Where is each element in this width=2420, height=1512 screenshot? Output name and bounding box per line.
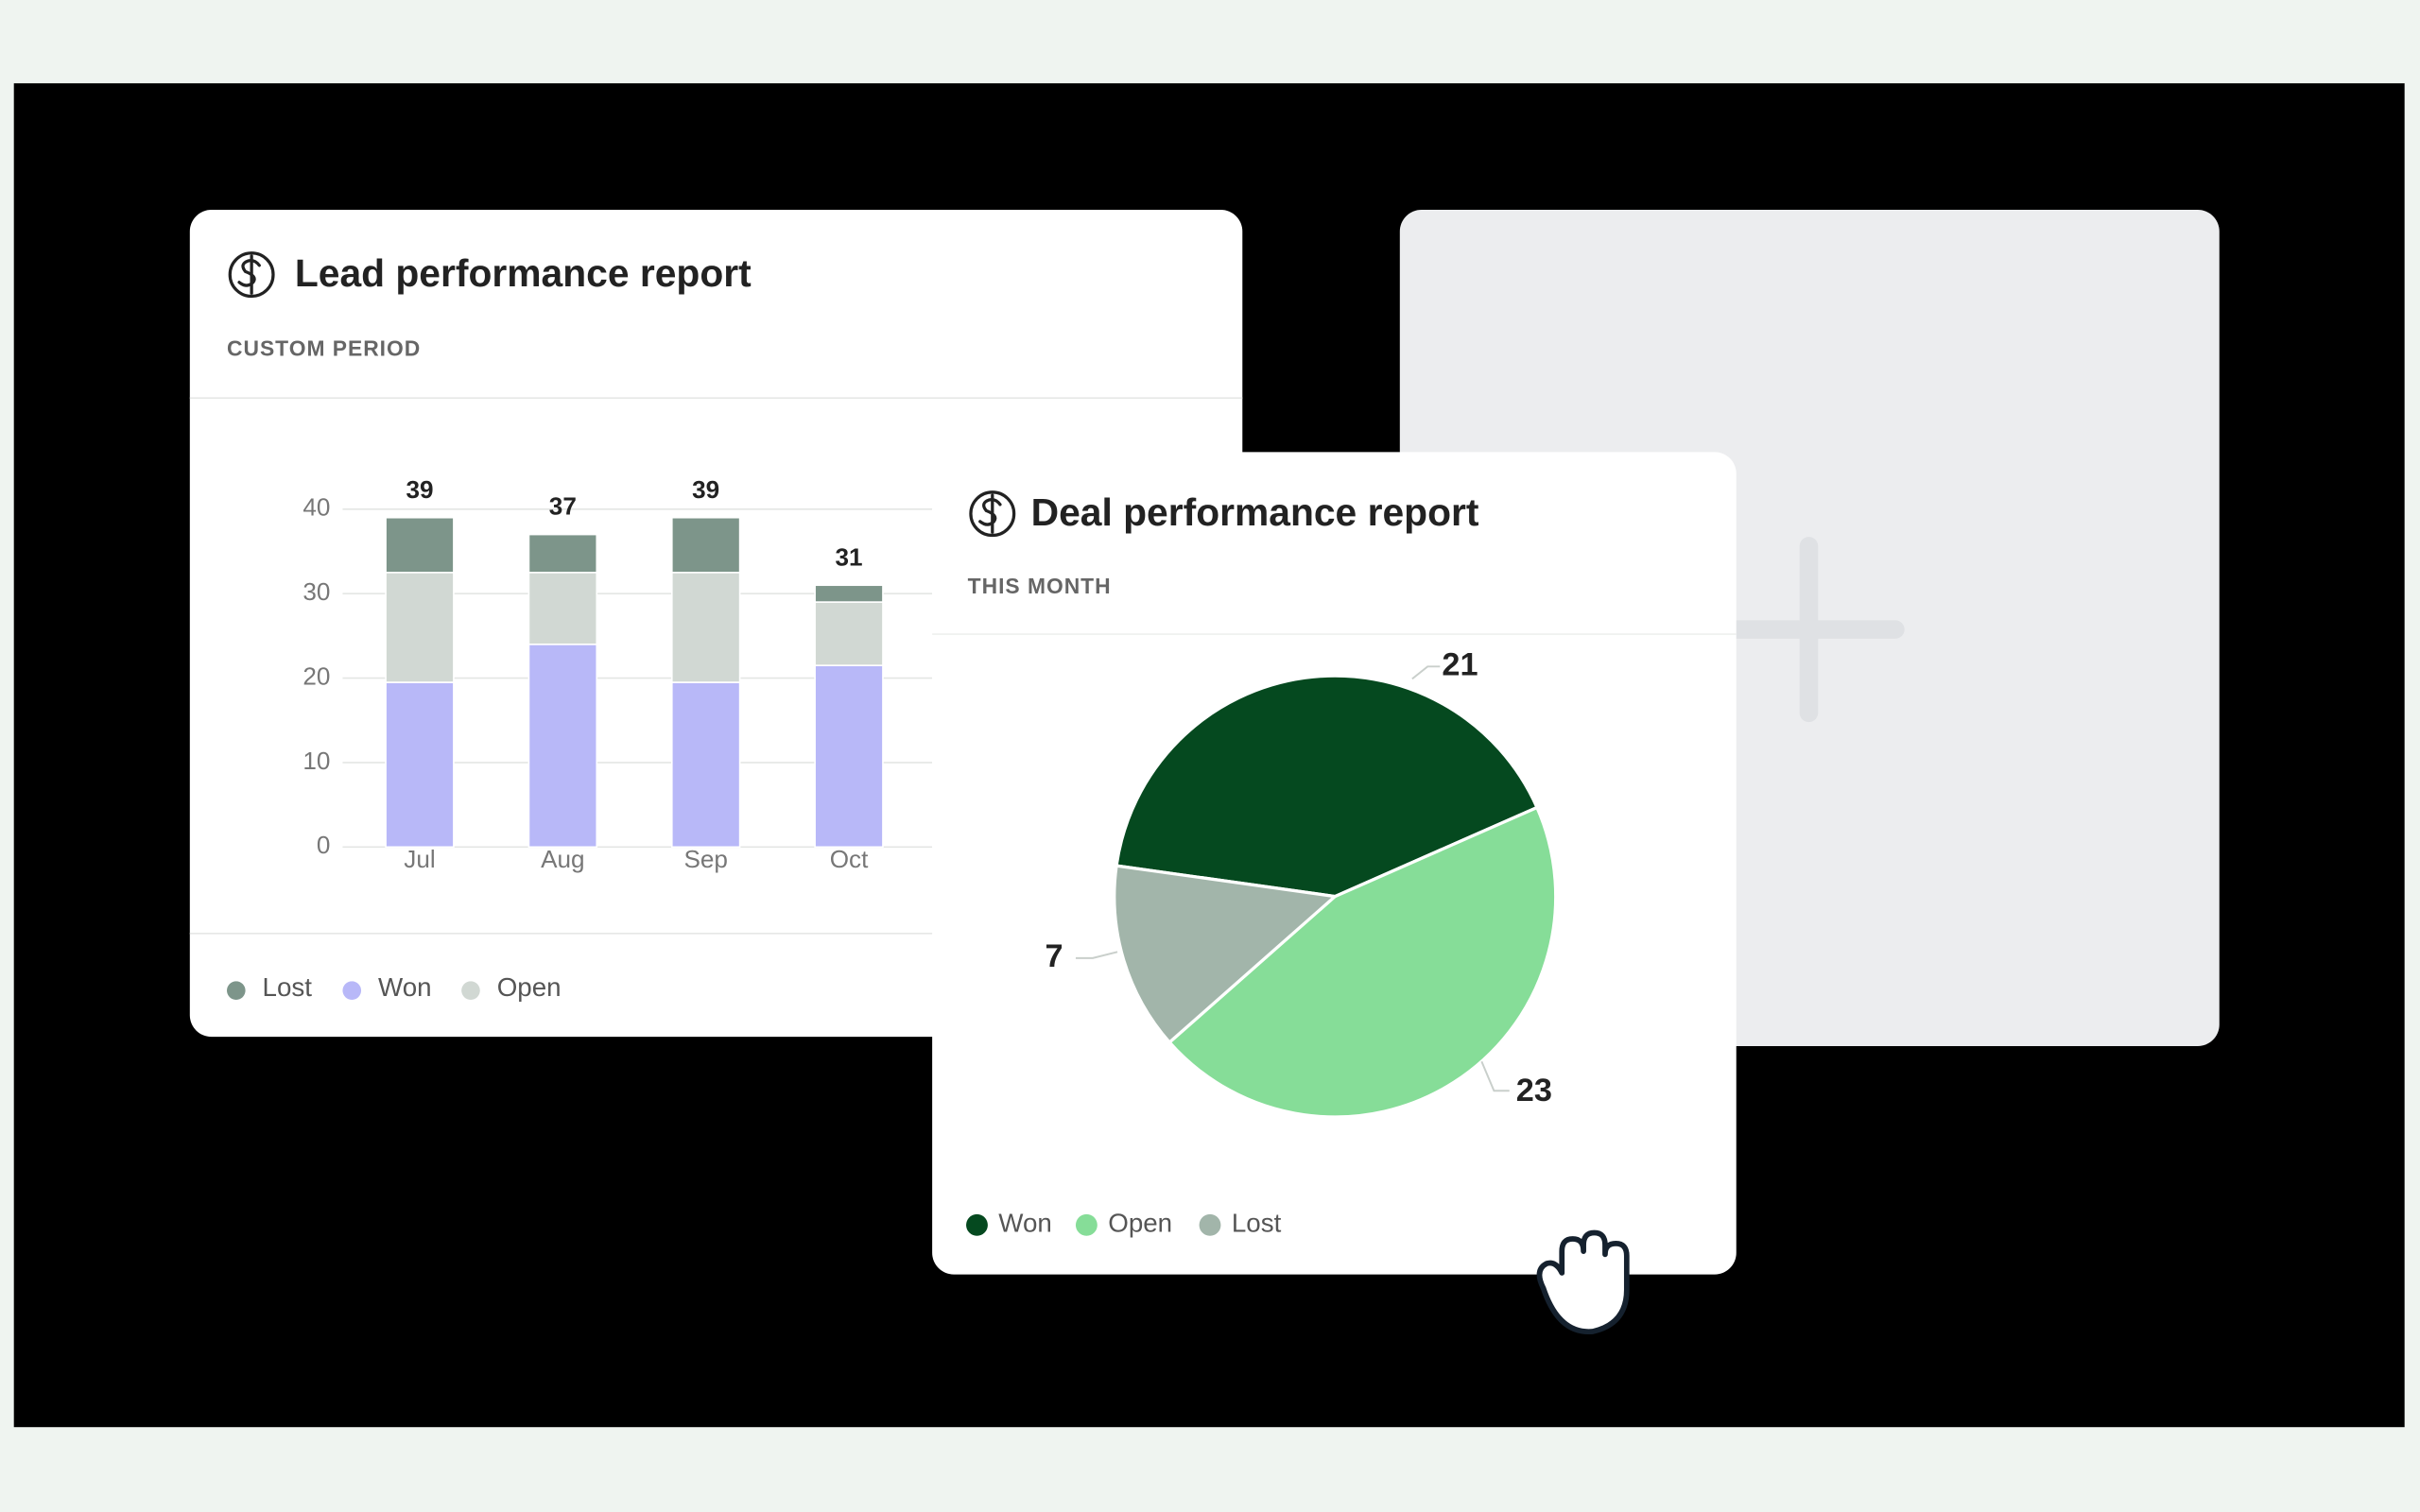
card-subtitle: THIS MONTH (968, 574, 1112, 598)
bar-segment (670, 572, 741, 683)
x-tick-label: Jul (404, 845, 435, 873)
total-label: 39 (692, 475, 719, 504)
slice-label: 7 (1046, 938, 1063, 974)
bar-segment (814, 664, 884, 849)
legend-dot (342, 981, 362, 1000)
bar-segment (670, 681, 741, 849)
bar-segment (385, 572, 455, 683)
legend-dot (227, 981, 246, 1000)
y-tick-label: 10 (302, 747, 330, 775)
bar-segment (814, 601, 884, 666)
bar-segment (814, 584, 884, 603)
leader-line (1480, 1060, 1510, 1092)
card-subtitle: CUSTOM PERIOD (227, 336, 421, 361)
x-tick-label: Aug (541, 845, 584, 873)
leader-line (1075, 951, 1118, 959)
pie-slice (1167, 805, 1558, 1119)
legend-label: Won (378, 972, 432, 1002)
pie-slice (1113, 864, 1339, 1045)
total-label: 31 (836, 542, 863, 571)
bar-segment (527, 643, 598, 849)
legend-label: Open (497, 972, 562, 1002)
card-title: Deal performance report (1031, 490, 1479, 534)
x-tick-label: Sep (683, 845, 727, 873)
x-tick-label: Oct (830, 845, 869, 873)
y-tick-label: 20 (302, 662, 330, 690)
legend-dot (461, 981, 480, 1000)
leader-line (1411, 665, 1441, 680)
y-tick-label: 0 (317, 831, 331, 859)
total-label: 37 (549, 492, 577, 521)
hand-cursor (1536, 1229, 1630, 1334)
bar-segment (527, 572, 598, 645)
y-tick-label: 30 (302, 577, 330, 606)
legend-dot (1075, 1213, 1098, 1236)
total-label: 39 (406, 475, 433, 504)
legend-dot (1199, 1213, 1221, 1236)
pie-slice (1115, 674, 1540, 899)
bar-segment (670, 516, 741, 574)
dollar-icon (228, 251, 275, 299)
bar-segment (385, 681, 455, 849)
legend-label: Lost (1232, 1209, 1282, 1238)
bar-segment (527, 533, 598, 574)
legend-label: Lost (263, 972, 313, 1002)
slice-label: 21 (1442, 646, 1478, 682)
card-title: Lead performance report (295, 251, 752, 295)
dollar-icon (969, 490, 1016, 538)
deal-card: Deal performance report THIS MONTH 21 23 7… (932, 452, 1737, 1275)
legend-dot (966, 1213, 988, 1236)
slice-label: 23 (1516, 1073, 1552, 1108)
legend-label: Won (998, 1209, 1052, 1238)
bar-segment (385, 516, 455, 574)
y-tick-label: 40 (302, 493, 330, 522)
legend-label: Open (1108, 1209, 1172, 1238)
